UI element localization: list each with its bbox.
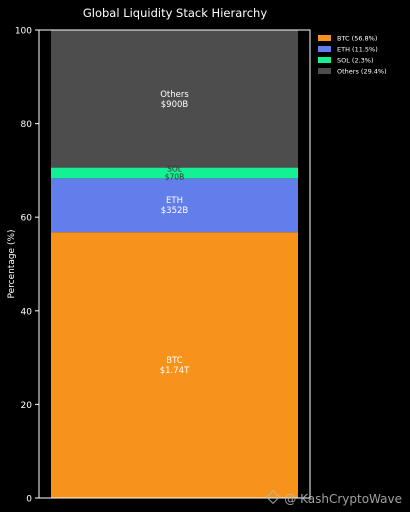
legend-entry-others: Others (29.4%) bbox=[337, 68, 387, 76]
segment-label-btc: BTC bbox=[166, 356, 183, 366]
segment-amount-eth: $352B bbox=[161, 206, 189, 216]
bar-segment-sol bbox=[51, 167, 298, 179]
chart-title: Global Liquidity Stack Hierarchy bbox=[83, 6, 267, 20]
y-tick-label: 100 bbox=[15, 27, 32, 37]
segment-label-others: Others bbox=[160, 90, 189, 100]
segment-label-sol: SOL bbox=[167, 165, 183, 174]
bar-segment-btc bbox=[51, 232, 298, 498]
y-axis-label: Percentage (%) bbox=[7, 229, 17, 298]
y-tick-label: 60 bbox=[21, 214, 33, 224]
bar-segment-eth bbox=[51, 178, 298, 233]
bar-segment-others bbox=[51, 30, 298, 168]
legend-swatch-eth bbox=[318, 46, 331, 52]
y-tick-label: 0 bbox=[26, 495, 32, 505]
legend-swatch-others bbox=[318, 68, 331, 74]
segment-amount-btc: $1.74T bbox=[160, 366, 190, 376]
legend-swatch-sol bbox=[318, 57, 331, 63]
watermark: @ KashCryptoWave bbox=[266, 489, 402, 506]
legend-swatch-btc bbox=[318, 35, 331, 41]
y-tick-label: 20 bbox=[21, 401, 33, 411]
segment-amount-sol: $70B bbox=[165, 173, 184, 182]
legend-entry-sol: SOL (2.3%) bbox=[337, 57, 374, 65]
segment-label-eth: ETH bbox=[166, 196, 183, 206]
segment-amount-others: $900B bbox=[161, 100, 189, 110]
watermark-text: @ KashCryptoWave bbox=[284, 492, 402, 506]
legend-entry-btc: BTC (56.8%) bbox=[337, 35, 377, 43]
legend-entry-eth: ETH (11.5%) bbox=[337, 46, 378, 54]
y-tick-label: 40 bbox=[21, 307, 33, 317]
plot-area-frame bbox=[38, 29, 311, 499]
diamond-icon bbox=[266, 489, 281, 505]
y-tick-label: 80 bbox=[21, 120, 33, 130]
